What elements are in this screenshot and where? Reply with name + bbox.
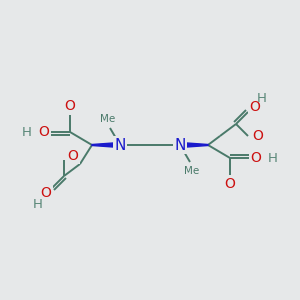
Text: Me: Me bbox=[184, 166, 200, 176]
Text: H: H bbox=[257, 92, 267, 104]
Text: O: O bbox=[64, 99, 75, 113]
Text: H: H bbox=[22, 125, 32, 139]
Text: H: H bbox=[33, 197, 43, 211]
Text: H: H bbox=[268, 152, 278, 164]
Text: O: O bbox=[250, 151, 261, 165]
Polygon shape bbox=[180, 142, 208, 148]
Text: O: O bbox=[68, 149, 78, 163]
Text: N: N bbox=[174, 137, 186, 152]
Text: Me: Me bbox=[100, 114, 116, 124]
Text: O: O bbox=[253, 129, 263, 143]
Text: O: O bbox=[250, 100, 260, 114]
Polygon shape bbox=[92, 142, 120, 148]
Text: O: O bbox=[39, 125, 50, 139]
Text: N: N bbox=[114, 137, 126, 152]
Text: O: O bbox=[225, 177, 236, 191]
Text: O: O bbox=[40, 186, 51, 200]
